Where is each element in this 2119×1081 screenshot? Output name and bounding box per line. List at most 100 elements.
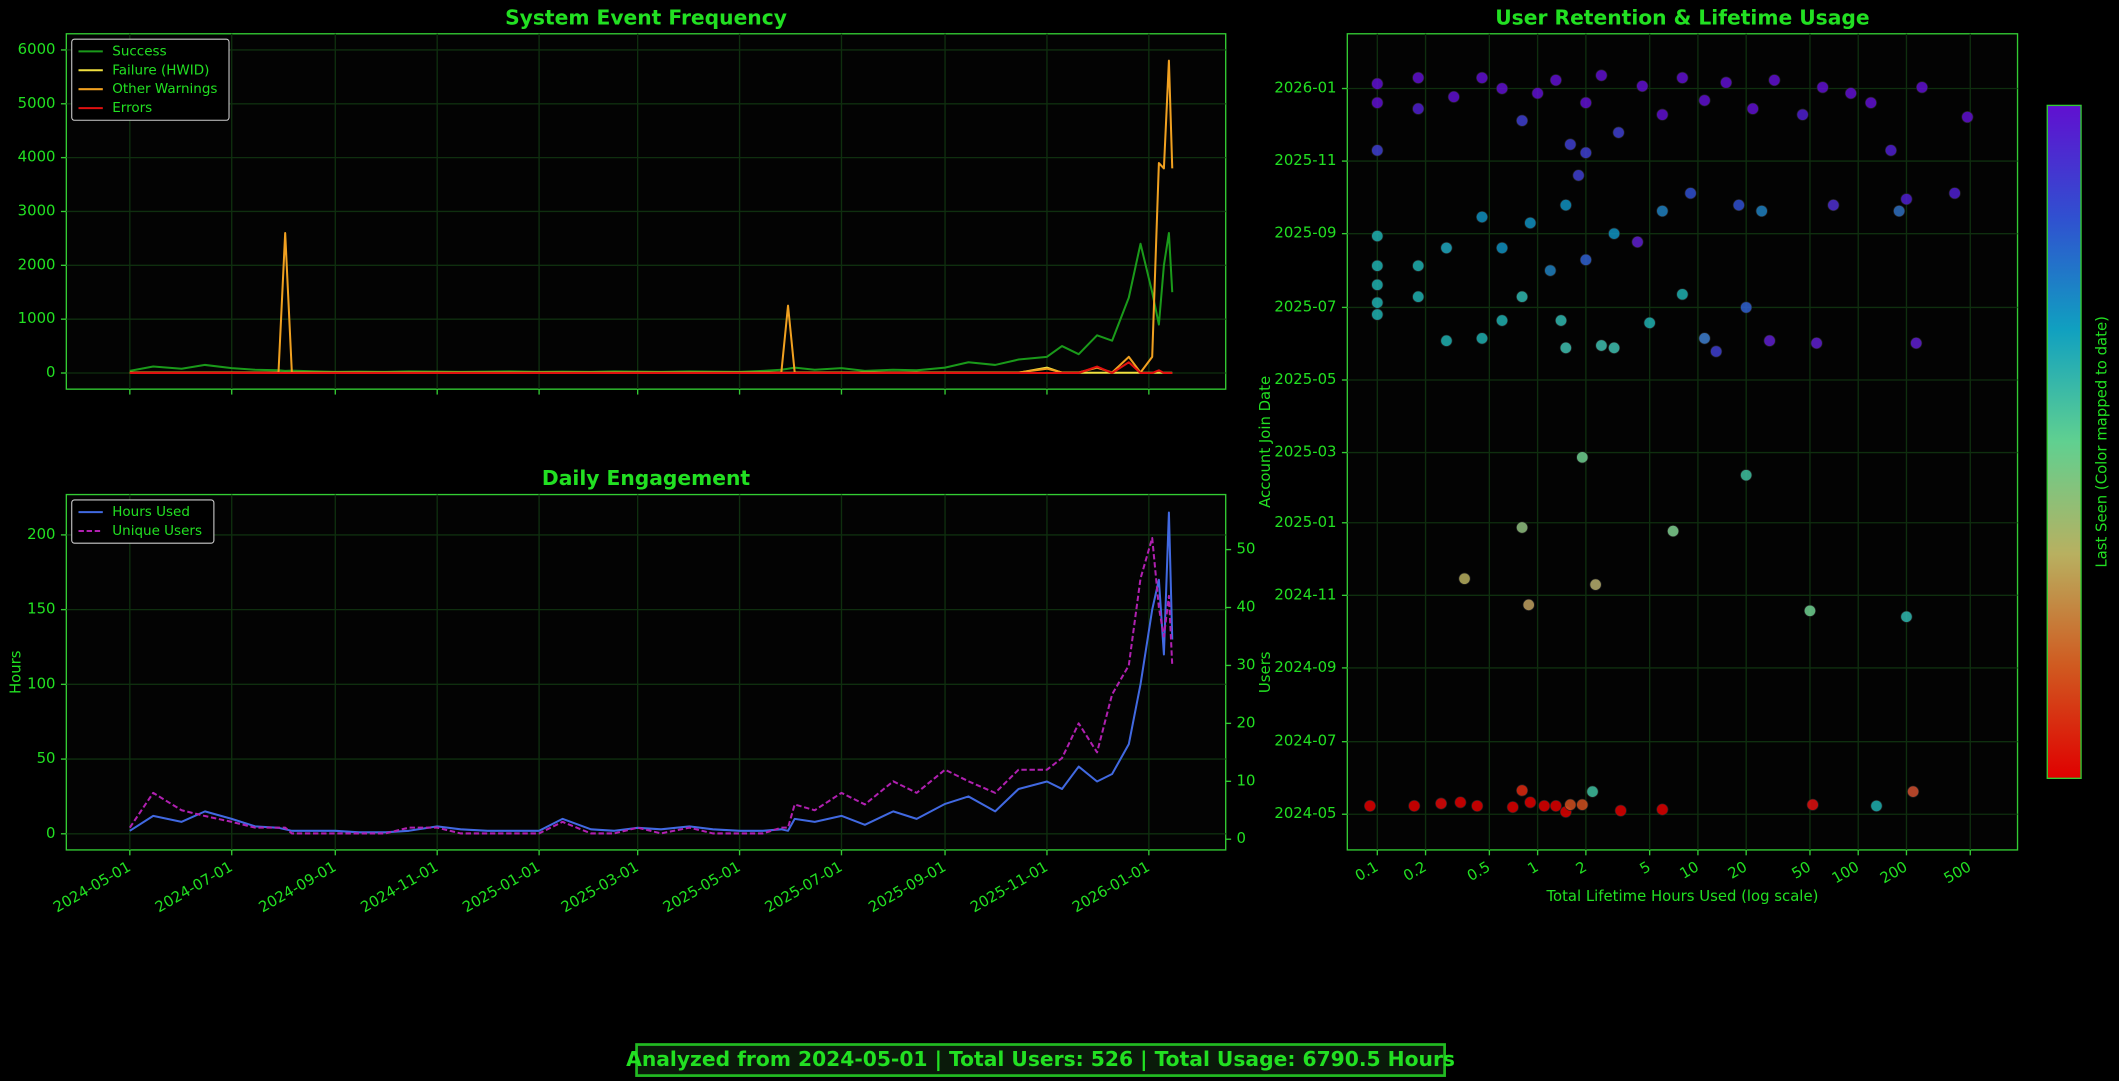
scatter-point — [1371, 259, 1384, 272]
plot-frame — [65, 493, 1227, 851]
x-tick-label: 0.5 — [1464, 857, 1493, 884]
y-tick-label: 2025-11 — [1274, 151, 1336, 169]
scatter-point — [1864, 96, 1877, 109]
x-tick-label: 0.1 — [1352, 857, 1381, 884]
scatter-point — [1576, 798, 1589, 811]
y-tick-label: 2024-05 — [1274, 804, 1336, 822]
legend-box — [71, 499, 215, 544]
y-axis-label: Account Join Date — [1256, 376, 1274, 508]
scatter-point — [1844, 87, 1857, 100]
y-tick-label: 2024-07 — [1274, 732, 1336, 750]
y-tick-label: 100 — [27, 674, 55, 692]
scatter-point — [1656, 108, 1669, 121]
series-line — [129, 361, 1173, 375]
scatter-point — [1522, 598, 1535, 611]
y-tick-label: 2025-01 — [1274, 513, 1336, 531]
y-tick-label: 1000 — [18, 309, 56, 327]
scatter-point — [1746, 102, 1759, 115]
scatter-point — [1720, 76, 1733, 89]
scatter-point — [1572, 169, 1585, 182]
x-tick-label: 10 — [1677, 857, 1702, 882]
scatter-point — [1698, 332, 1711, 345]
x-axis-label: Total Lifetime Hours Used (log scale) — [1545, 887, 1818, 905]
chart-title: System Event Frequency — [505, 5, 787, 29]
scatter-point — [1471, 799, 1484, 812]
colorbar-label: Last Seen (Color mapped to date) — [2093, 316, 2111, 568]
y-tick-label: 10 — [1237, 771, 1256, 789]
scatter-point — [1900, 610, 1913, 623]
x-tick-label: 2025-09-01 — [865, 857, 949, 916]
scatter-point — [1948, 187, 1961, 200]
scatter-point — [1412, 259, 1425, 272]
y-tick-label: 200 — [27, 525, 55, 543]
scatter-point — [1454, 796, 1467, 809]
y-tick-label: 2025-05 — [1274, 370, 1336, 388]
colorbar — [2046, 104, 2082, 779]
scatter-point — [1371, 96, 1384, 109]
footer-box — [635, 1043, 1446, 1077]
scatter-point — [1408, 799, 1421, 812]
scatter-point — [1516, 521, 1529, 534]
scatter-point — [1440, 334, 1453, 347]
x-tick-label: 50 — [1789, 857, 1814, 882]
scatter-point — [1435, 797, 1448, 810]
scatter-point — [1524, 796, 1537, 809]
x-tick-label: 2025-01-01 — [459, 857, 543, 916]
y2-axis-label: Users — [1256, 651, 1274, 693]
scatter-point — [1555, 314, 1568, 327]
scatter-point — [1371, 308, 1384, 321]
scatter-point — [1516, 290, 1529, 303]
scatter-point — [1476, 71, 1489, 84]
scatter-point — [1516, 784, 1529, 797]
series-line — [128, 536, 1174, 835]
legend-label: Unique Users — [112, 523, 202, 539]
y-tick-label: 50 — [37, 749, 56, 767]
scatter-point — [1796, 108, 1809, 121]
y-tick-label: 2026-01 — [1274, 79, 1336, 97]
y-tick-label: 30 — [1237, 655, 1256, 673]
legend-label: Failure (HWID) — [112, 62, 209, 78]
scatter-point — [1698, 94, 1711, 107]
scatter-point — [1684, 187, 1697, 200]
scatter-point — [1915, 81, 1929, 94]
x-tick-label: 2024-09-01 — [256, 857, 340, 916]
scatter-point — [1900, 193, 1913, 206]
scatter-point — [1589, 578, 1602, 591]
y-tick-label: 40 — [1237, 598, 1256, 616]
scatter-point — [1612, 126, 1625, 139]
y-tick-label: 2025-09 — [1274, 224, 1336, 242]
scatter-point — [1549, 799, 1562, 812]
scatter-point — [1907, 785, 1920, 798]
scatter-point — [1816, 81, 1829, 94]
scatter-point — [1827, 199, 1840, 212]
scatter-point — [1412, 102, 1425, 115]
scatter-point — [1586, 785, 1599, 798]
y-tick-label: 2024-09 — [1274, 658, 1336, 676]
scatter-point — [1643, 316, 1656, 329]
footer: Analyzed from 2024-05-01 | Total Users: … — [626, 1047, 1455, 1071]
y-tick-label: 2024-11 — [1274, 585, 1336, 603]
chart-title: User Retention & Lifetime Usage — [1495, 5, 1869, 29]
scatter-point — [1496, 82, 1509, 95]
scatter-point — [1884, 144, 1897, 157]
scatter-point — [1870, 799, 1883, 812]
scatter-point — [1740, 301, 1753, 314]
scatter-point — [1458, 572, 1471, 585]
scatter-point — [1656, 205, 1669, 218]
scatter-point — [1803, 604, 1816, 617]
scatter-point — [1496, 241, 1509, 254]
scatter-point — [1755, 205, 1768, 218]
scatter-point — [1476, 332, 1489, 345]
scatter-point — [1636, 80, 1649, 93]
x-tick-label: 5 — [1636, 857, 1653, 877]
x-tick-label: 100 — [1829, 857, 1863, 887]
scatter-point — [1564, 798, 1577, 811]
series-line — [129, 511, 1174, 834]
chart-title: Daily Engagement — [542, 466, 750, 490]
x-tick-label: 1 — [1524, 857, 1541, 877]
scatter-point — [1549, 74, 1562, 87]
x-tick-label: 2025-03-01 — [558, 857, 642, 916]
x-tick-label: 2025-11-01 — [967, 857, 1051, 916]
x-tick-label: 2024-11-01 — [357, 857, 441, 916]
